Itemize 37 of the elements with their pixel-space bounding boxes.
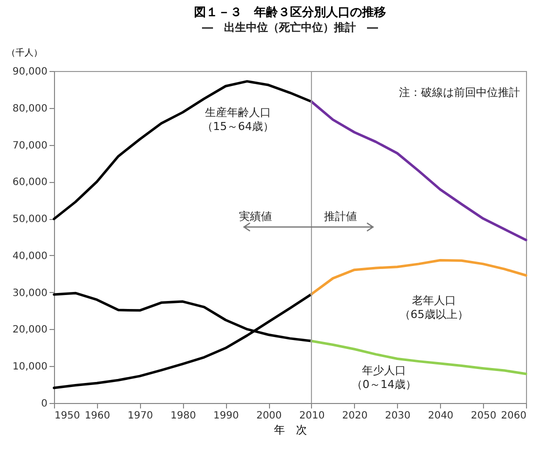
chart-title: 図１－３ 年齢３区分別人口の推移 [194, 5, 386, 19]
x-tick-label: 1950 [54, 410, 80, 422]
line-series [310, 258, 528, 296]
y-tick-label: 30,000 [12, 288, 48, 299]
y-tick-label: 0 [41, 398, 48, 410]
y-tick-label: 80,000 [12, 103, 48, 114]
annotation: 老年人口（65歳以上） [400, 294, 468, 321]
x-tick-label: 1970 [128, 410, 154, 422]
x-tick-label: 1960 [84, 410, 110, 422]
x-axis-title: 年 次 [274, 424, 307, 436]
y-tick-label: 60,000 [12, 177, 48, 188]
annotation: 実績値 [239, 210, 272, 223]
line-series [52, 80, 313, 220]
x-tick-label: 2040 [428, 410, 454, 422]
annotation: 年少人口（0～14歳） [352, 364, 416, 391]
chart-subtitle: ― 出生中位（死亡中位）推計 ― [202, 21, 378, 34]
x-tick-label: 2030 [385, 410, 410, 422]
x-tick-label: 2010 [299, 410, 325, 422]
line-series [310, 100, 528, 242]
x-tick-label: 1980 [170, 410, 196, 422]
x-tick-label: 2050 [470, 410, 496, 422]
x-tick-label: 2020 [342, 410, 368, 422]
line-series [310, 340, 528, 376]
annotation: 生産年齢人口（15～64歳） [202, 106, 274, 133]
y-tick-label: 20,000 [12, 324, 48, 336]
x-tick-label: 1990 [213, 410, 239, 422]
x-tick-label: 2000 [256, 410, 282, 422]
y-axis-title: （千人） [6, 48, 42, 58]
annotation: 注：破線は前回中位推計 [399, 86, 520, 99]
x-tick-label: 2060 [501, 410, 526, 422]
line-series [52, 292, 313, 390]
y-tick-label: 50,000 [12, 214, 48, 226]
annotation: 推計値 [324, 210, 357, 223]
y-tick-label: 40,000 [12, 250, 48, 262]
y-tick-label: 90,000 [12, 66, 48, 78]
y-tick-label: 10,000 [12, 362, 48, 373]
y-tick-label: 70,000 [12, 140, 48, 152]
